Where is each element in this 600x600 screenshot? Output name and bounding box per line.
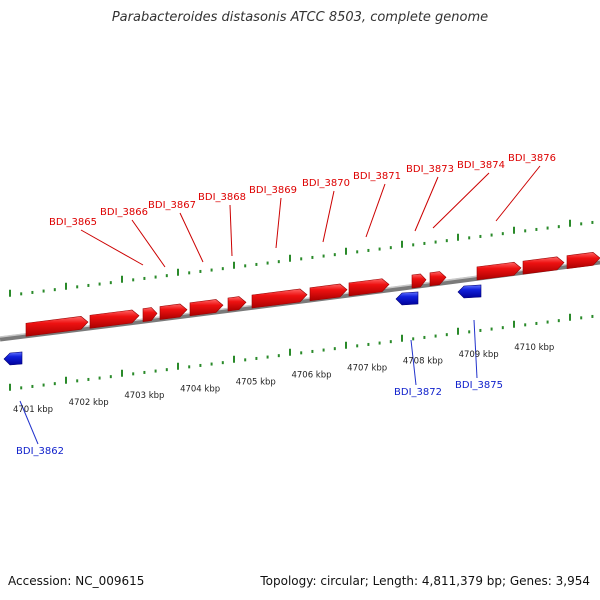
forward-gene-label[interactable]: BDI_3874	[457, 160, 505, 171]
forward-gene-leader	[229, 204, 233, 257]
lower-tick-track	[9, 313, 594, 391]
forward-gene-label[interactable]: BDI_3869	[249, 185, 297, 196]
forward-gene-leader	[432, 172, 490, 229]
accession-text: Accession: NC_009615	[8, 574, 145, 588]
forward-gene-label[interactable]: BDI_3873	[406, 164, 454, 175]
kbp-position-label: 4703 kbp	[124, 391, 164, 401]
kbp-position-label: 4707 kbp	[347, 364, 387, 374]
forward-gene-leader	[131, 219, 166, 268]
kbp-position-label: 4704 kbp	[180, 384, 220, 394]
forward-gene-leader	[179, 212, 204, 263]
reverse-gene-leader	[473, 319, 478, 379]
forward-gene-label[interactable]: BDI_3868	[198, 192, 246, 203]
forward-gene-leader	[365, 183, 386, 238]
forward-gene-label[interactable]: BDI_3866	[100, 207, 148, 218]
forward-gene-label[interactable]: BDI_3870	[302, 178, 350, 189]
reverse-gene-label[interactable]: BDI_3875	[455, 380, 503, 391]
forward-gene-leader	[414, 176, 439, 232]
reverse-gene-leader	[410, 339, 417, 386]
genome-title: Parabacteroides distasonis ATCC 8503, co…	[111, 10, 489, 25]
forward-gene-arrow[interactable]	[522, 256, 565, 275]
forward-gene-leader	[322, 190, 335, 243]
kbp-position-label: 4705 kbp	[236, 377, 276, 387]
forward-gene-arrow[interactable]	[476, 261, 522, 281]
forward-gene-arrow[interactable]	[25, 316, 89, 337]
forward-gene-arrow[interactable]	[251, 288, 308, 309]
forward-gene-arrow[interactable]	[411, 273, 427, 289]
kbp-position-label: 4702 kbp	[69, 398, 109, 408]
kbp-position-label: 4710 kbp	[514, 343, 554, 353]
reverse-gene-arrow[interactable]	[3, 351, 23, 366]
forward-gene-label[interactable]: BDI_3867	[148, 200, 196, 211]
reverse-gene-label[interactable]: BDI_3872	[394, 387, 442, 398]
forward-gene-arrow[interactable]	[159, 303, 188, 320]
forward-gene-arrow[interactable]	[309, 283, 348, 302]
forward-gene-leader	[275, 197, 282, 249]
kbp-position-label: 4701 kbp	[13, 405, 53, 415]
forward-gene-leader	[80, 229, 144, 266]
forward-gene-label[interactable]: BDI_3865	[49, 217, 97, 228]
forward-gene-label[interactable]: BDI_3876	[508, 153, 556, 164]
reverse-gene-label[interactable]: BDI_3862	[16, 446, 64, 457]
forward-gene-arrow[interactable]	[89, 309, 140, 329]
forward-gene-arrow[interactable]	[348, 278, 390, 297]
forward-gene-arrow[interactable]	[429, 271, 447, 287]
forward-gene-arrow[interactable]	[227, 296, 247, 312]
forward-gene-arrow[interactable]	[189, 299, 224, 317]
genome-summary-text: Topology: circular; Length: 4,811,379 bp…	[260, 574, 590, 588]
forward-gene-leader	[495, 165, 541, 222]
reverse-gene-arrow[interactable]	[457, 284, 482, 299]
upper-tick-track	[9, 219, 594, 297]
forward-gene-label[interactable]: BDI_3871	[353, 171, 401, 182]
kbp-position-label: 4709 kbp	[459, 350, 499, 360]
forward-gene-arrow[interactable]	[142, 307, 158, 322]
kbp-position-label: 4706 kbp	[291, 371, 331, 381]
kbp-position-label: 4708 kbp	[403, 357, 443, 367]
reverse-gene-arrow[interactable]	[395, 291, 419, 306]
reverse-gene-leader	[19, 400, 39, 445]
forward-gene-arrow[interactable]	[566, 252, 600, 269]
